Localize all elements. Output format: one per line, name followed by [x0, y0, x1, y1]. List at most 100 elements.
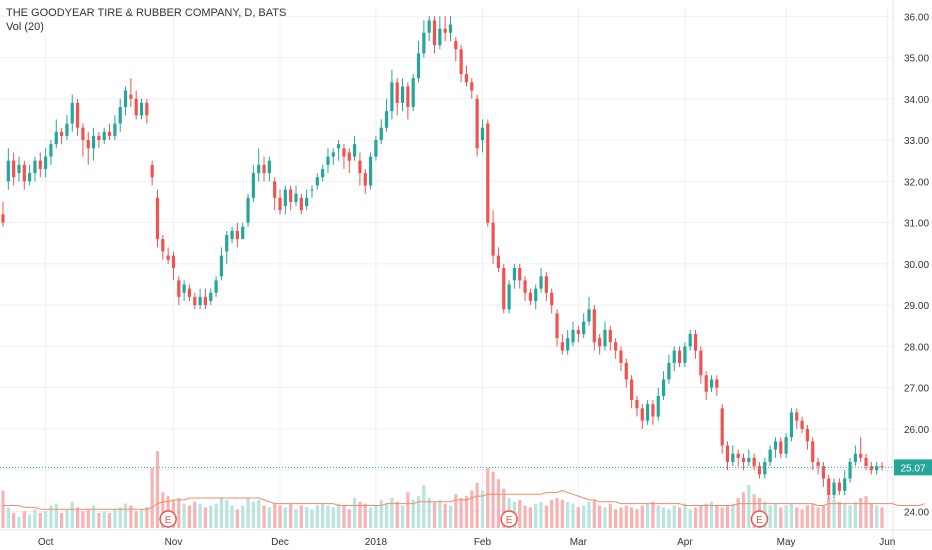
y-tick-label: 36.00	[904, 12, 929, 23]
volume-bar	[54, 503, 58, 528]
candle-body	[491, 222, 495, 256]
candle-body	[784, 437, 788, 454]
candle-body	[113, 123, 117, 136]
volume-bar	[693, 507, 698, 528]
volume-bar	[123, 503, 128, 528]
candle-body	[326, 156, 330, 165]
candle-body	[544, 276, 548, 293]
candle-body	[523, 280, 527, 293]
candle-body	[118, 107, 122, 124]
volume-bar	[480, 490, 485, 528]
volume-bar	[448, 505, 453, 528]
volume-indicator-label: Vol (20)	[6, 21, 44, 33]
earnings-marker[interactable]: E	[159, 510, 177, 528]
candle-body	[592, 309, 596, 343]
candle-body	[422, 32, 426, 54]
candle-body	[715, 379, 719, 388]
volume-bar	[651, 501, 655, 528]
candle-body	[848, 461, 852, 479]
volume-bar	[592, 499, 596, 528]
candle-body	[512, 268, 517, 281]
candle-body	[22, 164, 26, 182]
last-price-label: 25.07	[900, 463, 925, 474]
x-tick-label: Apr	[677, 537, 693, 548]
candle-body	[182, 284, 186, 293]
candle-body	[587, 309, 591, 322]
volume-bar	[257, 499, 261, 528]
candle-body	[406, 86, 410, 108]
earnings-marker-label: E	[756, 515, 763, 526]
volume-bar	[582, 505, 586, 528]
volume-bar	[273, 503, 277, 528]
candle-body	[661, 379, 666, 396]
volume-bar	[534, 503, 538, 528]
candle-body	[241, 226, 245, 240]
volume-bar	[65, 509, 69, 528]
candle-body	[246, 197, 250, 223]
candle-body	[283, 189, 287, 207]
volume-bar	[342, 505, 346, 528]
candle-body	[171, 255, 176, 268]
candle-body	[257, 164, 261, 174]
candle-body	[432, 20, 437, 46]
candle-body	[17, 164, 21, 174]
volume-bar	[177, 498, 181, 528]
earnings-marker[interactable]: E	[500, 510, 518, 528]
volume-bar	[81, 511, 85, 528]
candle-body	[395, 82, 399, 103]
candle-body	[358, 160, 362, 174]
volume-bar	[475, 483, 479, 528]
candle-body	[619, 350, 623, 363]
candle-body	[416, 53, 421, 79]
volume-bar	[97, 513, 101, 528]
candle-body	[12, 160, 16, 178]
candle-body	[683, 346, 687, 363]
volume-bar	[576, 507, 580, 528]
volume-bar	[859, 498, 863, 528]
volume-bar	[821, 505, 825, 528]
candle-body	[880, 466, 884, 468]
candle-body	[571, 329, 575, 343]
volume-bar	[219, 498, 224, 528]
candle-body	[235, 230, 239, 240]
volume-bar	[502, 488, 506, 528]
volume-bar	[368, 507, 373, 528]
y-tick-label: 27.00	[904, 384, 929, 395]
volume-bar	[422, 484, 426, 528]
candle-body	[656, 395, 660, 417]
candle-body	[859, 453, 863, 458]
candle-body	[145, 102, 149, 116]
candle-body	[475, 98, 479, 149]
volume-bar	[390, 498, 394, 528]
volume-bar	[49, 505, 53, 528]
candle-body	[75, 102, 80, 128]
candle-body	[821, 466, 825, 479]
candle-body	[614, 342, 618, 351]
volume-bar	[113, 509, 117, 528]
volume-bar	[832, 499, 836, 528]
volume-bar	[811, 503, 815, 528]
candle-body	[555, 313, 559, 339]
x-tick-label: Feb	[474, 537, 492, 548]
candle-body	[86, 140, 90, 149]
candle-body	[811, 441, 815, 462]
candle-body	[70, 102, 74, 124]
volume-bar	[86, 509, 90, 528]
volume-bar	[22, 511, 26, 528]
candle-body	[321, 168, 325, 178]
candle-body	[400, 86, 405, 103]
volume-bar	[374, 505, 378, 528]
candle-body	[102, 131, 106, 141]
volume-bar	[747, 484, 751, 528]
volume-bar	[38, 513, 42, 528]
candle-body	[800, 420, 804, 429]
volume-bar	[566, 501, 570, 528]
earnings-marker[interactable]: E	[750, 510, 769, 528]
y-tick-label: 33.00	[904, 136, 929, 147]
volume-bar	[395, 501, 399, 528]
candle-body	[795, 412, 799, 421]
candle-body	[6, 160, 10, 182]
candle-body	[699, 350, 703, 376]
candle-body	[875, 466, 879, 471]
